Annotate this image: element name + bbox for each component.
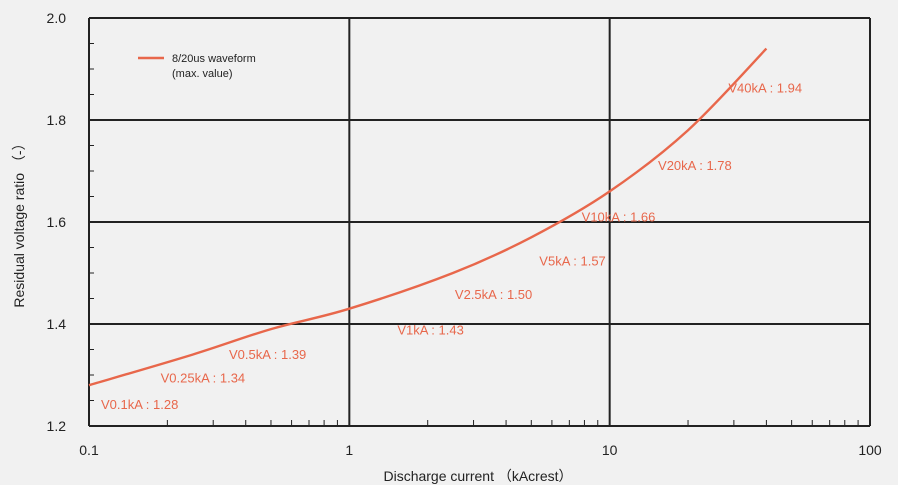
series-line-8-20us [88, 47, 768, 387]
data-point-label: V2.5kA : 1.50 [455, 287, 532, 302]
y-tick-label: 2.0 [47, 10, 67, 26]
data-point-label: V0.1kA : 1.28 [101, 397, 178, 412]
data-point-label: V40kA : 1.94 [728, 81, 802, 96]
data-point-label: V0.25kA : 1.34 [161, 371, 246, 386]
data-point-label: V20kA : 1.78 [658, 158, 732, 173]
legend-label-line2: (max. value) [172, 68, 233, 80]
y-tick-label: 1.4 [47, 316, 67, 332]
x-tick-label: 10 [602, 442, 618, 458]
y-tick-label: 1.2 [47, 418, 67, 434]
x-tick-label: 100 [858, 442, 882, 458]
data-point-label: V5kA : 1.57 [539, 253, 606, 268]
x-tick-label: 0.1 [79, 442, 99, 458]
y-tick-label: 1.8 [47, 112, 67, 128]
legend: 8/20us waveform (max. value) [138, 53, 256, 80]
data-point-label: V0.5kA : 1.39 [229, 347, 306, 362]
y-tick-labels: 1.2 1.4 1.6 1.8 2.0 [47, 10, 67, 434]
y-axis-title: Residual voltage ratio （-） [11, 136, 27, 307]
legend-label: 8/20us waveform [172, 53, 256, 65]
minor-gridlines [89, 43, 859, 427]
x-axis-title: Discharge current （kAcrest） [383, 468, 572, 484]
x-tick-labels: 0.1 1 10 100 [79, 442, 882, 458]
data-point-label: V10kA : 1.66 [582, 209, 656, 224]
x-tick-label: 1 [345, 442, 353, 458]
y-tick-label: 1.6 [47, 214, 67, 230]
data-point-label: V1kA : 1.43 [397, 323, 464, 338]
data-point-labels: V0.1kA : 1.28 V0.25kA : 1.34 V0.5kA : 1.39… [101, 81, 802, 413]
